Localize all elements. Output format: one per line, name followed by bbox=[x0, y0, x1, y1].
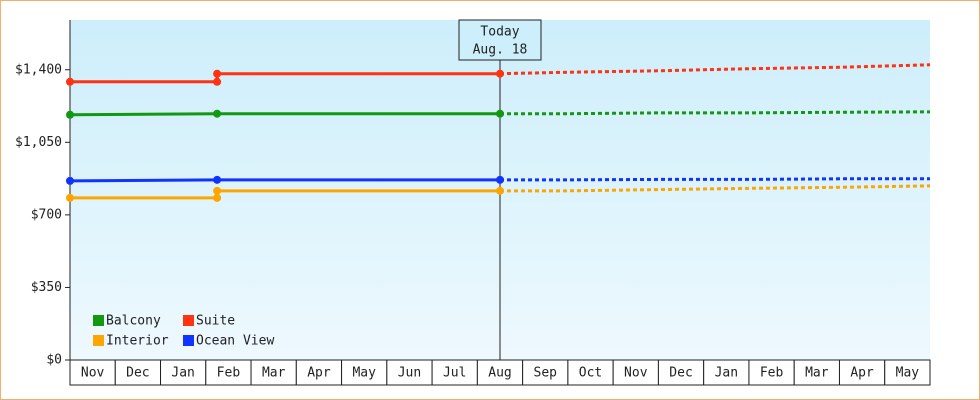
month-cell bbox=[612, 359, 659, 386]
x-tick-label: Mar bbox=[262, 366, 286, 381]
month-cell bbox=[567, 359, 614, 386]
x-tick-label: Feb bbox=[217, 366, 241, 381]
month-cell bbox=[657, 359, 705, 386]
point bbox=[213, 193, 222, 202]
history-line bbox=[69, 178, 500, 183]
point bbox=[66, 110, 74, 119]
point bbox=[496, 186, 504, 195]
today-box bbox=[458, 19, 542, 61]
x-tick-label: Mar bbox=[805, 366, 829, 381]
x-tick-label: Jan bbox=[715, 366, 738, 381]
y-tick-label: $700 bbox=[31, 207, 62, 222]
y-tick-label: $350 bbox=[31, 280, 62, 295]
point bbox=[66, 176, 74, 185]
point bbox=[213, 186, 222, 195]
point bbox=[213, 77, 222, 86]
month-cell bbox=[69, 359, 116, 386]
x-tick-label: Oct bbox=[579, 366, 602, 381]
x-tick-label: May bbox=[352, 366, 376, 381]
legend-swatch bbox=[93, 315, 104, 326]
x-tick-label: Dec bbox=[126, 366, 149, 381]
month-cell bbox=[205, 359, 252, 386]
legend-label: Balcony bbox=[106, 314, 161, 329]
month-cell bbox=[386, 359, 433, 386]
forecast-line bbox=[499, 63, 931, 76]
point bbox=[66, 77, 74, 86]
x-tick-label: Apr bbox=[307, 366, 331, 381]
legend-swatch bbox=[93, 335, 104, 346]
point bbox=[213, 175, 222, 184]
y-tick-label: $0 bbox=[46, 353, 62, 368]
month-cell bbox=[114, 359, 162, 386]
month-cell bbox=[884, 359, 931, 386]
x-tick-label: Aug bbox=[488, 366, 511, 381]
today-label: Aug. 18 bbox=[473, 43, 528, 58]
point bbox=[213, 109, 222, 118]
month-cell bbox=[341, 359, 388, 386]
legend-label: Interior bbox=[106, 334, 169, 349]
legend-label: Suite bbox=[196, 314, 235, 329]
month-cell bbox=[838, 359, 886, 386]
y-tick-label: $1,050 bbox=[15, 135, 62, 150]
month-cell bbox=[295, 359, 343, 386]
month-cell bbox=[431, 359, 478, 386]
y-tick-label: $1,400 bbox=[15, 62, 62, 77]
month-cell bbox=[748, 359, 795, 386]
today-label: Today bbox=[480, 25, 519, 40]
x-tick-label: Sep bbox=[534, 366, 558, 381]
legend-swatch bbox=[183, 335, 194, 346]
history-line bbox=[69, 112, 500, 117]
history-line bbox=[70, 72, 500, 84]
x-tick-label: Feb bbox=[760, 366, 784, 381]
point bbox=[496, 175, 504, 184]
point bbox=[496, 109, 504, 118]
forecast-line bbox=[500, 177, 930, 182]
point bbox=[66, 193, 74, 202]
legend-label: Ocean View bbox=[196, 334, 274, 349]
month-cell bbox=[250, 359, 297, 386]
month-cell bbox=[793, 359, 840, 386]
forecast-line bbox=[500, 184, 931, 193]
point bbox=[213, 69, 222, 78]
x-tick-label: Nov bbox=[624, 366, 648, 381]
x-tick-label: Jan bbox=[171, 366, 194, 381]
x-tick-label: Dec bbox=[669, 366, 692, 381]
x-tick-label: May bbox=[896, 366, 920, 381]
month-cell bbox=[476, 359, 524, 386]
month-cell bbox=[160, 359, 207, 386]
x-tick-label: Jun bbox=[398, 366, 421, 381]
month-cell bbox=[703, 359, 750, 386]
x-tick-label: Nov bbox=[81, 366, 105, 381]
forecast-line bbox=[500, 110, 931, 116]
point bbox=[496, 69, 504, 78]
legend-swatch bbox=[183, 315, 194, 326]
x-tick-label: Jul bbox=[443, 366, 466, 381]
x-tick-label: Apr bbox=[850, 366, 874, 381]
